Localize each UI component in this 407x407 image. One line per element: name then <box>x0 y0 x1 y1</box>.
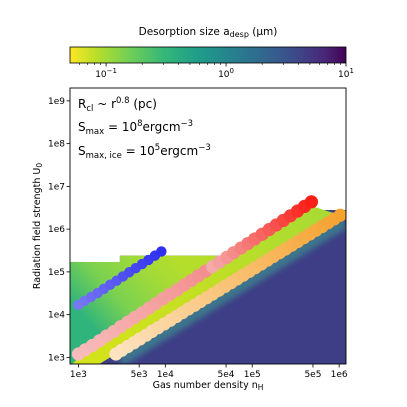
y-tick-label: 1e5 <box>48 268 65 278</box>
y-tick-label: 1e7 <box>48 182 65 192</box>
series-1 <box>71 195 319 361</box>
y-tick-label: 1e3 <box>48 353 65 363</box>
annotation-1: Smax = 108ergcm−3 <box>78 119 193 137</box>
x-tick-label: 5e3 <box>131 370 148 380</box>
x-tick-label: 5e5 <box>304 370 321 380</box>
x-tick-label: 1e5 <box>244 370 261 380</box>
y-axis-ticks: 1e3 1e4 1e5 1e6 1e7 1e8 1e9 <box>48 97 70 363</box>
colorbar-tick-label: 101 <box>338 67 354 80</box>
data-point <box>304 195 319 209</box>
y-tick-label: 1e4 <box>48 311 65 321</box>
x-tick-label: 1e3 <box>70 370 87 380</box>
y-tick-label: 1e8 <box>48 140 65 150</box>
colorbar-gradient <box>69 46 347 64</box>
data-point <box>333 208 346 222</box>
x-axis-ticks: 1e3 5e3 1e4 5e4 1e5 5e5 1e6 <box>70 364 348 380</box>
annotations: Rcl ~ r0.8 (pc) Smax = 108ergcm−3 Smax, ic… <box>78 96 211 161</box>
y-tick-label: 1e6 <box>48 225 65 235</box>
plot-frame <box>69 87 347 365</box>
y-axis-label: Radiation field strength U0 <box>32 163 44 289</box>
annotation-0: Rcl ~ r0.8 (pc) <box>78 96 157 114</box>
colorbar-label: Desorption size adesp (μm) <box>139 26 278 39</box>
x-axis-label: Gas number density nH <box>153 380 264 392</box>
heatmap-green-band <box>70 219 294 364</box>
heatmap-yellow-ridge <box>72 205 341 364</box>
annotation-2: Smax, ice = 105ergcm−3 <box>78 143 211 161</box>
series-2 <box>109 208 346 361</box>
x-tick-label: 5e4 <box>218 370 235 380</box>
colorbar-tick-label: 100 <box>218 67 234 80</box>
y-tick-label: 1e9 <box>48 97 65 107</box>
colorbar-ticks: 10−1 100 101 <box>79 63 354 80</box>
colorbar-tick-label: 10−1 <box>95 67 117 80</box>
series-0 <box>73 246 167 310</box>
x-tick-label: 1e4 <box>157 370 174 380</box>
data-point <box>156 246 167 257</box>
series-layer <box>71 195 346 361</box>
x-tick-label: 1e6 <box>331 370 348 380</box>
plot-area: 1e3 5e3 1e4 5e4 1e5 5e5 1e6 1e3 1e4 1e5 1e6 1e7 1e8… <box>48 87 348 380</box>
colorbar: Desorption size adesp (μm) 10−1 100 101 <box>69 26 354 80</box>
